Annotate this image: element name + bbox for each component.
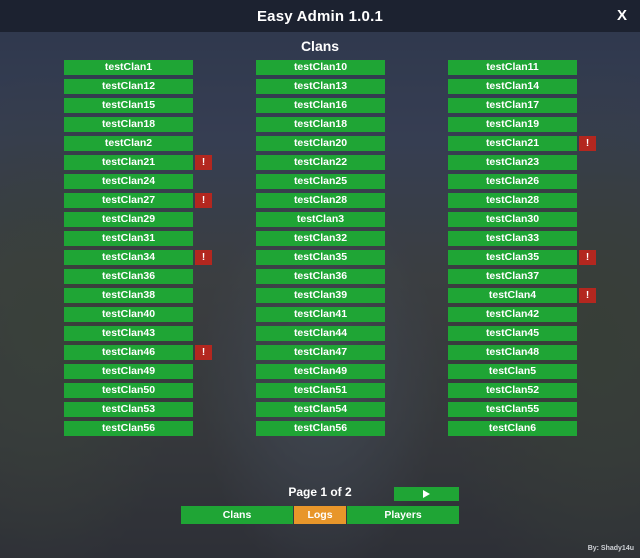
clan-button[interactable]: testClan24 [64,174,193,189]
clan-button[interactable]: testClan47 [256,345,385,360]
window-title: Easy Admin 1.0.1 [256,7,384,25]
clan-button[interactable]: testClan18 [256,117,385,132]
clan-button[interactable]: testClan42 [448,307,577,322]
clan-button[interactable]: testClan53 [64,402,193,417]
clan-button[interactable]: testClan35 [448,250,577,265]
clan-button[interactable]: testClan38 [64,288,193,303]
alert-icon[interactable]: ! [579,250,596,265]
clan-button[interactable]: testClan44 [256,326,385,341]
clan-button[interactable]: testClan55 [448,402,577,417]
alert-icon[interactable]: ! [579,288,596,303]
clan-button[interactable]: testClan10 [256,60,385,75]
clan-button[interactable]: testClan39 [256,288,385,303]
clan-button[interactable]: testClan31 [64,231,193,246]
clan-button[interactable]: testClan46 [64,345,193,360]
clan-button[interactable]: testClan23 [448,155,577,170]
clan-button[interactable]: testClan19 [448,117,577,132]
tab-players[interactable]: Players [347,506,459,524]
clan-button[interactable]: testClan22 [256,155,385,170]
clan-button[interactable]: testClan52 [448,383,577,398]
clan-button[interactable]: testClan25 [256,174,385,189]
clan-button[interactable]: testClan6 [448,421,577,436]
clan-button[interactable]: testClan37 [448,269,577,284]
clan-button[interactable]: testClan34 [64,250,193,265]
clan-button[interactable]: testClan49 [256,364,385,379]
clan-button[interactable]: testClan48 [448,345,577,360]
clan-button[interactable]: testClan29 [64,212,193,227]
alert-icon[interactable]: ! [579,136,596,151]
clan-button[interactable]: testClan54 [256,402,385,417]
clan-button[interactable]: testClan32 [256,231,385,246]
clan-button[interactable]: testClan21 [64,155,193,170]
alert-icon[interactable]: ! [195,193,212,208]
clan-button[interactable]: testClan33 [448,231,577,246]
clan-button[interactable]: testClan49 [64,364,193,379]
clan-button[interactable]: testClan16 [256,98,385,113]
clan-button[interactable]: testClan35 [256,250,385,265]
clan-button[interactable]: testClan40 [64,307,193,322]
clan-button[interactable]: testClan26 [448,174,577,189]
clan-button[interactable]: testClan36 [64,269,193,284]
clan-button[interactable]: testClan13 [256,79,385,94]
clan-button[interactable]: testClan36 [256,269,385,284]
author-credit: By: Shady14u [587,545,634,552]
page-indicator: Page 1 of 2 [288,485,352,499]
play-triangle-icon [423,490,430,498]
clan-button[interactable]: testClan43 [64,326,193,341]
clan-button[interactable]: testClan30 [448,212,577,227]
clan-button[interactable]: testClan28 [256,193,385,208]
next-page-button[interactable] [394,487,459,501]
clan-button[interactable]: testClan15 [64,98,193,113]
clan-button[interactable]: testClan17 [448,98,577,113]
clan-button[interactable]: testClan3 [256,212,385,227]
clan-button[interactable]: testClan1 [64,60,193,75]
clan-button[interactable]: testClan12 [64,79,193,94]
clan-button[interactable]: testClan28 [448,193,577,208]
clan-button[interactable]: testClan21 [448,136,577,151]
title-bar: Easy Admin 1.0.1 X [0,0,640,32]
tab-logs[interactable]: Logs [294,506,346,524]
clan-button[interactable]: testClan41 [256,307,385,322]
clan-button[interactable]: testClan20 [256,136,385,151]
alert-icon[interactable]: ! [195,250,212,265]
clan-button[interactable]: testClan51 [256,383,385,398]
clan-button[interactable]: testClan56 [256,421,385,436]
alert-icon[interactable]: ! [195,155,212,170]
clan-button[interactable]: testClan56 [64,421,193,436]
clan-button[interactable]: testClan5 [448,364,577,379]
clan-button[interactable]: testClan11 [448,60,577,75]
section-title: Clans [300,38,340,54]
clan-button[interactable]: testClan45 [448,326,577,341]
alert-icon[interactable]: ! [195,345,212,360]
close-button[interactable]: X [616,7,627,24]
clan-button[interactable]: testClan27 [64,193,193,208]
clan-button[interactable]: testClan2 [64,136,193,151]
clan-button[interactable]: testClan50 [64,383,193,398]
tab-clans[interactable]: Clans [181,506,293,524]
clan-button[interactable]: testClan18 [64,117,193,132]
clan-button[interactable]: testClan4 [448,288,577,303]
clan-button[interactable]: testClan14 [448,79,577,94]
